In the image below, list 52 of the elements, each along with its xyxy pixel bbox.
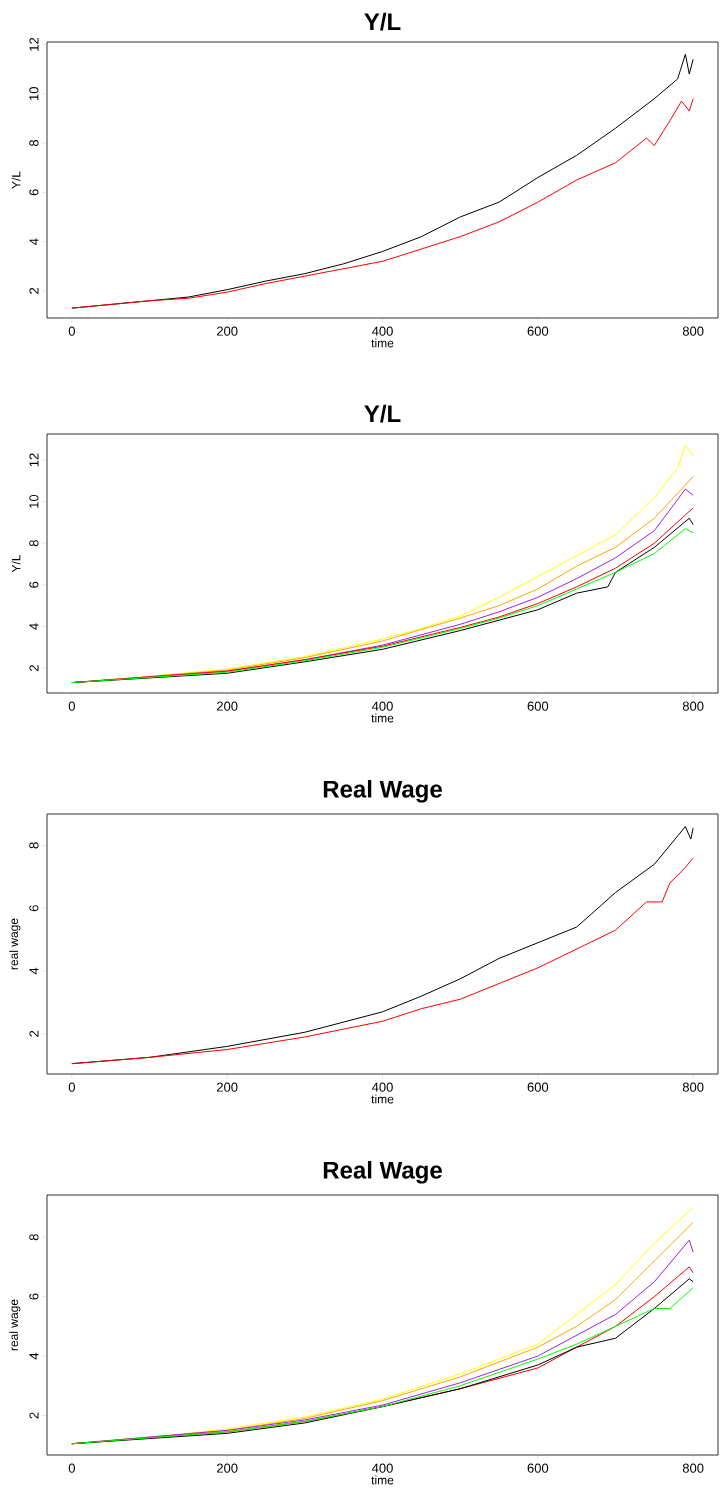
- x-axis-title: time: [371, 713, 394, 723]
- y-tick-label: 4: [29, 623, 39, 630]
- y-axis-title: Y/L: [11, 554, 21, 573]
- y-tick-label: 6: [29, 1293, 39, 1300]
- y-tick-label: 10: [29, 494, 39, 508]
- x-tick-label: 800: [682, 1082, 704, 1092]
- x-tick-label: 200: [216, 1463, 238, 1473]
- x-tick-label: 400: [371, 1082, 393, 1092]
- x-tick-label: 400: [371, 701, 393, 711]
- x-tick-label: 600: [527, 326, 549, 336]
- y-tick-label: 12: [29, 37, 39, 51]
- y-tick-label: 2: [29, 665, 39, 671]
- y-tick-label: 12: [29, 453, 39, 467]
- x-tick-label: 800: [682, 1463, 704, 1473]
- x-tick-label: 600: [527, 701, 549, 711]
- x-tick-label: 0: [68, 701, 75, 711]
- y-tick-label: 8: [29, 139, 39, 147]
- y-axis-title: real wage: [9, 1299, 21, 1351]
- chart-title: Y/L: [364, 12, 401, 31]
- x-tick-label: 200: [216, 326, 238, 336]
- y-axis-title: real wage: [9, 918, 21, 970]
- x-tick-label: 600: [527, 1082, 549, 1092]
- chart-title: Y/L: [364, 404, 401, 423]
- x-tick-label: 200: [216, 701, 238, 711]
- y-tick-label: 8: [29, 842, 39, 849]
- y-tick-label: 8: [29, 540, 39, 547]
- y-tick-label: 8: [29, 1234, 39, 1241]
- x-tick-label: 0: [68, 1082, 75, 1092]
- x-tick-label: 600: [527, 1463, 549, 1473]
- chart-title: Real Wage: [323, 780, 442, 803]
- y-tick-label: 4: [29, 967, 39, 975]
- y-tick-label: 6: [29, 905, 39, 912]
- x-axis-title: time: [371, 1094, 394, 1104]
- x-tick-label: 0: [68, 326, 75, 336]
- y-tick-label: 2: [29, 1412, 39, 1419]
- chart-title: Real Wage: [323, 1161, 442, 1184]
- x-tick-label: 800: [682, 701, 704, 711]
- x-axis-title: time: [371, 338, 394, 348]
- y-tick-label: 4: [29, 238, 39, 245]
- x-tick-label: 0: [68, 1463, 75, 1473]
- y-tick-label: 6: [29, 581, 39, 588]
- y-axis-title: Y/L: [11, 171, 21, 189]
- x-tick-label: 200: [216, 1082, 238, 1092]
- y-tick-label: 2: [29, 287, 39, 294]
- y-tick-label: 2: [29, 1030, 39, 1037]
- x-tick-label: 400: [371, 1463, 393, 1473]
- y-tick-label: 4: [29, 1352, 39, 1360]
- x-tick-label: 800: [682, 326, 704, 336]
- y-tick-label: 6: [29, 189, 39, 196]
- x-tick-label: 400: [371, 326, 393, 336]
- x-axis-title: time: [371, 1475, 394, 1485]
- y-tick-label: 10: [29, 87, 39, 100]
